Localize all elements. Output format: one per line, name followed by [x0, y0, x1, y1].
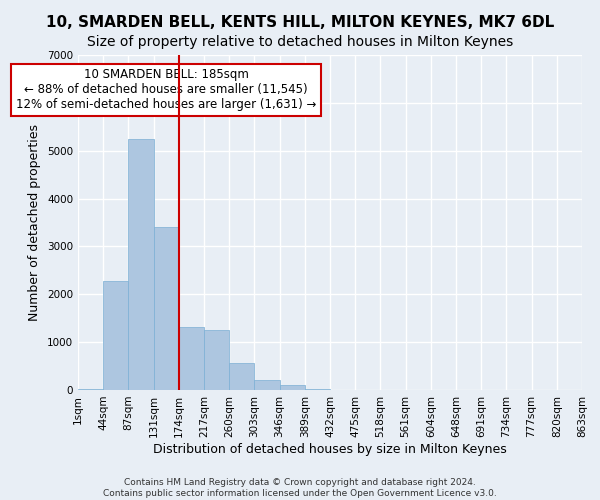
Bar: [204, 330, 229, 390]
Bar: [280, 385, 305, 390]
X-axis label: Distribution of detached houses by size in Milton Keynes: Distribution of detached houses by size …: [153, 442, 507, 456]
Bar: [78, 388, 103, 390]
Bar: [154, 228, 179, 390]
Text: 10, SMARDEN BELL, KENTS HILL, MILTON KEYNES, MK7 6DL: 10, SMARDEN BELL, KENTS HILL, MILTON KEY…: [46, 15, 554, 30]
Text: Size of property relative to detached houses in Milton Keynes: Size of property relative to detached ho…: [87, 35, 513, 49]
Bar: [103, 281, 128, 390]
Bar: [305, 388, 330, 390]
Text: Contains HM Land Registry data © Crown copyright and database right 2024.
Contai: Contains HM Land Registry data © Crown c…: [103, 478, 497, 498]
Bar: [229, 363, 254, 390]
Text: 10 SMARDEN BELL: 185sqm
← 88% of detached houses are smaller (11,545)
12% of sem: 10 SMARDEN BELL: 185sqm ← 88% of detache…: [16, 68, 316, 112]
Y-axis label: Number of detached properties: Number of detached properties: [28, 124, 41, 321]
Bar: [179, 328, 204, 390]
Bar: [128, 138, 154, 390]
Bar: [254, 380, 280, 390]
